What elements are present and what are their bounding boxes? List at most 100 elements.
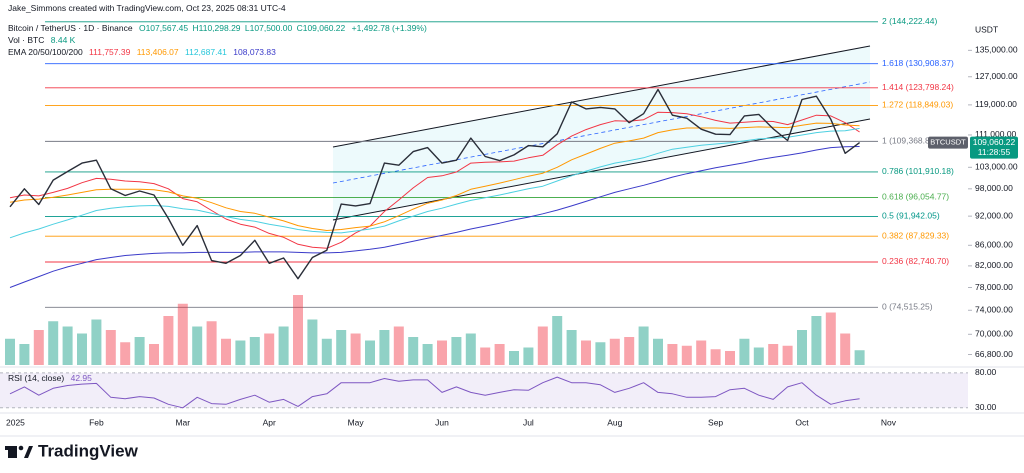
volume-name: Vol · BTC <box>8 35 45 45</box>
y-tick-label: 111,000.00 <box>975 129 1017 139</box>
volume-bar <box>825 312 836 365</box>
y-tick-label: 78,000.00 <box>975 282 1013 292</box>
volume-bar <box>422 344 433 365</box>
volume-bar <box>768 344 779 365</box>
volume-bar <box>134 337 145 365</box>
volume-bar <box>811 316 822 365</box>
logo-part <box>18 445 24 451</box>
price-line <box>9 88 861 280</box>
volume-bar <box>192 326 203 365</box>
currency-label: USDT <box>975 24 998 34</box>
volume-bar <box>667 344 678 365</box>
rsi-line <box>9 376 860 409</box>
y-tick-label: 66,800.00 <box>975 349 1013 359</box>
rsi-title: RSI (14, close) <box>8 373 65 383</box>
volume-bar <box>163 316 174 365</box>
volume-bar <box>19 344 30 365</box>
volume-bar <box>408 337 419 365</box>
volume-bar <box>465 333 476 365</box>
volume-bar <box>336 330 347 365</box>
volume-bar <box>379 330 390 365</box>
y-tick-label: 70,000.00 <box>975 329 1013 339</box>
ema-value: 108,073.83 <box>233 47 276 57</box>
y-tick-label: 82,000.00 <box>975 260 1013 270</box>
channel-fill <box>333 46 870 220</box>
x-tick-label: Mar <box>175 417 190 427</box>
volume-bar <box>278 326 289 365</box>
y-tick-label: 127,000.00 <box>975 71 1018 81</box>
channel-mid <box>332 81 871 184</box>
y-tick-label: 92,000.00 <box>975 210 1013 220</box>
ema-name: EMA 20/50/100/200 <box>8 47 83 57</box>
volume-bar <box>62 326 73 365</box>
fib-label: 0.236 (82,740.70) <box>882 256 949 266</box>
channel-upper <box>332 45 871 148</box>
channel-lower <box>332 118 871 221</box>
ohlc: H110,298.29 <box>192 23 241 33</box>
fib-label: 2 (144,222.44) <box>882 16 937 26</box>
volume-bar <box>350 333 361 365</box>
volume-bar <box>249 337 260 365</box>
y-tick-label: 74,000.00 <box>975 305 1013 315</box>
volume-legend: Vol · BTC 8.44 K <box>8 35 79 45</box>
volume-bar <box>739 338 750 365</box>
price-tag-label: 109,060.22 <box>973 137 1016 147</box>
volume-bar <box>365 340 375 365</box>
fib-label: 0 (74,515.25) <box>882 302 933 312</box>
volume-value: 8.44 K <box>50 35 76 45</box>
logo-part <box>8 446 17 458</box>
volume-bar <box>710 349 721 365</box>
volume-bar <box>566 330 577 365</box>
ohlc: C109,060.22 <box>296 23 346 33</box>
fib-label: 0.618 (96,054.77) <box>882 192 949 202</box>
y-tick-label: 119,000.00 <box>975 99 1017 109</box>
x-tick-label: Jun <box>435 417 449 427</box>
ema-value: 113,406.07 <box>136 47 179 57</box>
credit: Jake_Simmons created with TradingView.co… <box>8 3 286 13</box>
ema-line <box>9 111 860 249</box>
volume-bar <box>854 350 865 365</box>
logo-part <box>5 446 14 450</box>
volume-bar <box>509 351 519 365</box>
ema-line <box>9 122 860 231</box>
symbol: Bitcoin / TetherUS · 1D · Binance <box>8 23 133 33</box>
volume-bar <box>523 347 534 365</box>
volume-bar <box>840 333 851 365</box>
x-tick-label: Feb <box>89 417 104 427</box>
volume-bar <box>120 342 131 365</box>
fib-label: 0.382 (87,829.33) <box>882 230 949 240</box>
volume-bar <box>480 347 491 365</box>
symbol-tag <box>928 136 968 149</box>
volume-bar <box>235 340 246 365</box>
volume-bar <box>797 330 807 365</box>
ohlc: L107,500.00 <box>244 23 293 33</box>
volume-bar <box>221 338 231 365</box>
volume-bar <box>5 338 15 365</box>
ema-value: 112,687.41 <box>185 47 227 57</box>
volume-bar <box>725 351 735 365</box>
volume-bar <box>537 326 548 365</box>
fib-label: 0.786 (101,910.18) <box>882 166 954 176</box>
logo-part <box>24 446 33 458</box>
price-tag-countdown: 11:28:55 <box>978 147 1011 157</box>
volume-bar <box>552 316 563 365</box>
volume-bar <box>638 326 649 365</box>
symbol-tag-label: BTCUSDT <box>930 138 966 147</box>
y-tick-label: 98,000.00 <box>975 183 1013 193</box>
rsi-value: 42.95 <box>70 373 92 383</box>
volume-bar <box>33 330 44 365</box>
y-tick-label: 135,000.00 <box>975 45 1018 55</box>
fib-label: 1.414 (123,798.24) <box>882 82 954 92</box>
volume-bar <box>609 338 620 365</box>
x-tick-label: Sep <box>708 417 723 427</box>
rsi-tick-label: 80.00 <box>975 367 997 377</box>
volume-bar <box>321 338 332 365</box>
x-tick-label: Apr <box>263 417 276 427</box>
x-tick-label: 2025 <box>6 417 25 427</box>
volume-bar <box>77 333 87 365</box>
volume-bar <box>206 321 217 365</box>
ohlc: O107,567.45 <box>138 23 189 33</box>
x-tick-label: Nov <box>881 417 897 427</box>
